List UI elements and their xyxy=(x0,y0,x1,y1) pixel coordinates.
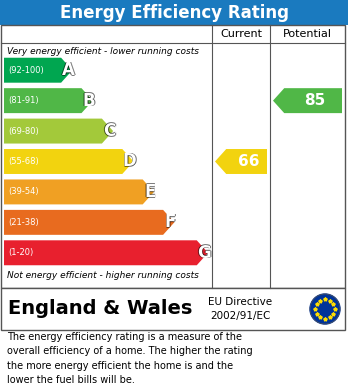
Text: B: B xyxy=(82,91,95,109)
Text: (55-68): (55-68) xyxy=(8,157,39,166)
Text: B: B xyxy=(83,91,96,109)
Text: D: D xyxy=(122,152,136,170)
Text: (81-91): (81-91) xyxy=(8,96,39,105)
Text: A: A xyxy=(63,61,76,79)
Text: F: F xyxy=(164,213,175,231)
Text: B: B xyxy=(82,91,95,109)
Text: D: D xyxy=(123,152,136,170)
Text: C: C xyxy=(103,122,115,140)
Polygon shape xyxy=(4,88,93,113)
Text: England & Wales: England & Wales xyxy=(8,300,192,319)
Text: G: G xyxy=(197,244,211,262)
Text: D: D xyxy=(123,152,137,170)
Text: Not energy efficient - higher running costs: Not energy efficient - higher running co… xyxy=(7,271,199,280)
Text: (39-54): (39-54) xyxy=(8,187,39,196)
Text: F: F xyxy=(165,214,176,232)
Text: E: E xyxy=(144,183,156,201)
Text: E: E xyxy=(144,183,155,201)
Circle shape xyxy=(310,294,340,324)
Polygon shape xyxy=(273,88,342,113)
Text: F: F xyxy=(165,213,176,231)
Polygon shape xyxy=(4,58,72,83)
Text: The energy efficiency rating is a measure of the
overall efficiency of a home. T: The energy efficiency rating is a measur… xyxy=(7,332,253,385)
Text: D: D xyxy=(123,152,136,170)
Text: (92-100): (92-100) xyxy=(8,66,44,75)
Polygon shape xyxy=(4,149,134,174)
Text: A: A xyxy=(62,61,75,79)
Text: (21-38): (21-38) xyxy=(8,218,39,227)
Text: C: C xyxy=(104,122,116,140)
Text: Current: Current xyxy=(220,29,262,39)
Bar xyxy=(0,0,348,25)
Polygon shape xyxy=(4,118,113,143)
Text: F: F xyxy=(165,213,177,231)
Text: 66: 66 xyxy=(238,154,259,169)
Text: C: C xyxy=(103,123,115,141)
Polygon shape xyxy=(4,240,208,265)
Text: G: G xyxy=(198,244,212,262)
Text: Very energy efficient - lower running costs: Very energy efficient - lower running co… xyxy=(7,47,199,56)
Text: E: E xyxy=(145,183,156,201)
Text: E: E xyxy=(144,182,156,200)
Text: G: G xyxy=(197,244,210,262)
Text: G: G xyxy=(197,244,211,262)
Text: Energy Efficiency Rating: Energy Efficiency Rating xyxy=(60,4,288,22)
Text: (69-80): (69-80) xyxy=(8,127,39,136)
Text: (1-20): (1-20) xyxy=(8,248,33,257)
Text: D: D xyxy=(123,153,136,171)
Text: C: C xyxy=(102,122,115,140)
Text: EU Directive
2002/91/EC: EU Directive 2002/91/EC xyxy=(208,298,272,321)
Text: A: A xyxy=(62,61,75,79)
Text: G: G xyxy=(197,243,211,261)
Text: B: B xyxy=(82,91,95,109)
Polygon shape xyxy=(4,210,174,235)
Text: 85: 85 xyxy=(304,93,326,108)
Text: A: A xyxy=(61,61,74,79)
Text: A: A xyxy=(62,62,75,80)
Text: F: F xyxy=(165,213,176,231)
Text: E: E xyxy=(144,183,156,201)
Text: C: C xyxy=(103,122,115,140)
Text: Potential: Potential xyxy=(283,29,332,39)
Text: B: B xyxy=(82,92,95,110)
Polygon shape xyxy=(4,179,154,204)
Polygon shape xyxy=(215,149,267,174)
Bar xyxy=(1,25,345,288)
Bar xyxy=(1,288,345,330)
